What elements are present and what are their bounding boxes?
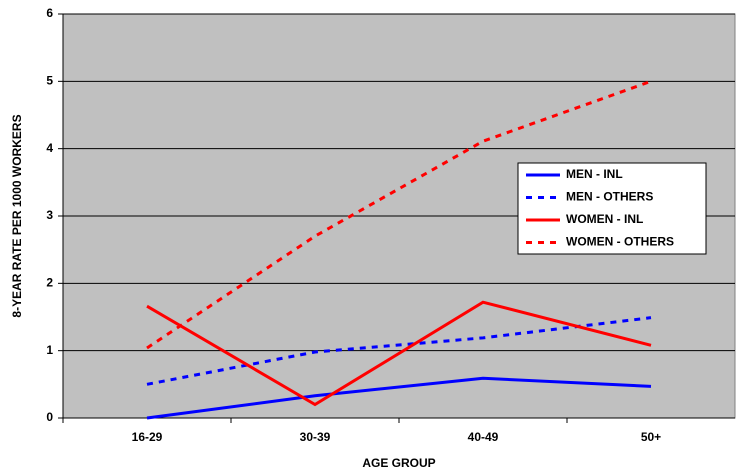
x-axis-label: AGE GROUP [362,456,435,470]
y-tick-label: 0 [46,410,53,424]
legend-label: WOMEN - INL [566,212,643,226]
series-line [146,300,652,407]
y-tick-label: 5 [46,74,53,88]
y-tick-label: 3 [46,208,53,222]
x-tick-label: 40-49 [468,430,499,444]
x-tick-label: 16-29 [132,430,163,444]
legend-label: MEN - OTHERS [566,190,653,204]
y-tick-label: 4 [46,141,53,155]
legend-box [517,162,707,255]
y-axis-label: 8-YEAR RATE PER 1000 WORKERS [10,114,24,317]
y-tick-label: 1 [46,343,53,357]
x-tick-label: 50+ [641,430,661,444]
series-line [146,376,652,420]
x-tick-label: 30-39 [300,430,331,444]
y-tick-label: 2 [46,276,53,290]
series-line [146,316,652,386]
series-line [146,79,652,350]
y-tick-label: 6 [46,6,53,20]
legend-label: MEN - INL [566,167,623,181]
legend-label: WOMEN - OTHERS [566,235,674,249]
